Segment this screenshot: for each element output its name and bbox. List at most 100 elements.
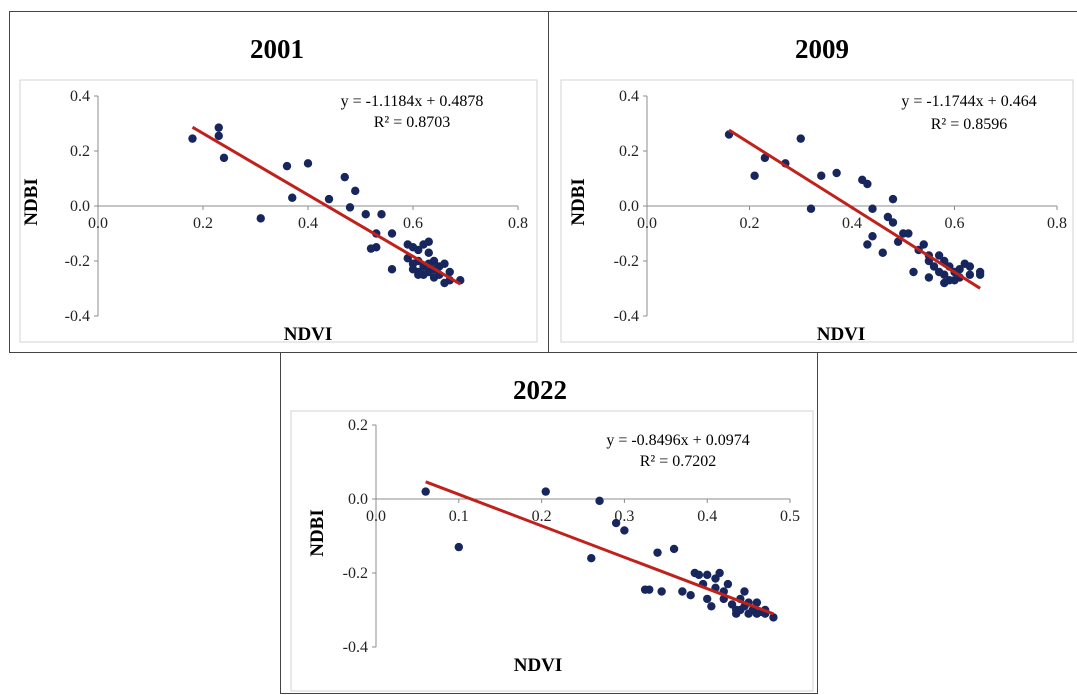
chart-title: 2009 [795,34,849,64]
data-point [324,194,334,204]
x-axis-title: NDVI [514,655,563,676]
data-point [975,270,985,279]
data-point [929,262,939,271]
x-tick-label: 0.4 [842,215,862,232]
data-point [888,194,898,204]
data-point [303,159,313,168]
data-point [645,585,654,594]
regression-equation: y = -1.1184x + 0.4878 [341,93,484,110]
data-point [653,548,662,557]
data-point [965,262,975,271]
data-point [863,240,872,249]
chart-panel-2009: 2009 -0.4 -0.2 0.0 0.2 0.4 0.0 0.2 0.4 0.6 0.8 NDBI… [548,11,1077,353]
data-point [817,171,826,180]
data-point [868,232,877,241]
chart-panel-2022: 2022 -0.4 -0.2 0.0 0.2 0.0 0.1 0.2 0.3 0.4 0.5 NDBI… [280,352,818,694]
x-tick-label: 0.4 [697,508,717,525]
data-point [832,168,841,178]
y-tick-label: -0.2 [343,565,368,582]
data-point [707,602,716,611]
x-tick-label: 0.8 [1047,215,1067,232]
regression-equation: y = -0.8496x + 0.0974 [606,432,749,449]
data-point [219,153,229,163]
data-point [351,186,360,196]
data-point [723,579,733,589]
data-point [345,203,355,212]
data-point [424,237,433,246]
y-axis-title: NDBI [307,509,328,557]
data-point [657,587,666,596]
x-axis-title: NDVI [284,324,333,345]
data-point [340,172,349,182]
regression-equation: y = -1.1744x + 0.464 [901,93,1036,110]
y-tick-label: 0.0 [348,491,368,508]
r-squared-label: R² = 0.8703 [374,114,451,131]
y-axis-title: NDBI [21,178,42,226]
x-tick-label: 0.6 [945,215,965,232]
r-squared-label: R² = 0.8596 [931,116,1008,133]
data-point [806,204,816,213]
x-tick-label: 0.6 [403,215,423,232]
data-point [454,542,463,552]
data-point [740,587,749,596]
x-tick-label: 0.1 [449,508,469,525]
x-tick-label: 0.0 [637,215,657,232]
data-point [595,496,604,506]
data-point [955,265,964,274]
data-point [377,210,386,219]
data-point [361,210,370,219]
data-point [883,212,893,222]
trendline [425,480,774,616]
x-tick-label: 0.4 [298,215,318,232]
chart-2001: 2001 -0.4 -0.2 0.0 0.2 0.4 0.0 0.2 0.4 0.6 0.8 NDBI… [19,34,538,345]
data-point [769,613,778,622]
y-tick-label: 0.2 [70,143,90,160]
data-point [214,123,223,132]
data-point [796,134,805,143]
data-point [703,594,712,604]
data-point [414,267,423,277]
x-tick-label: 0.8 [508,215,528,232]
data-point [694,570,704,580]
x-tick-label: 0.2 [193,215,213,232]
chart-panel-2001: 2001 -0.4 -0.2 0.0 0.2 0.4 0.0 0.2 0.4 0.6 0.8 NDBI… [9,11,549,353]
data-point [188,134,197,143]
y-tick-label: -0.4 [65,308,90,325]
y-tick-label: 0.2 [348,417,368,434]
data-point [282,161,292,171]
y-tick-label: 0.4 [619,88,639,105]
data-point [421,487,430,496]
data-point [703,570,712,580]
chart-title: 2001 [250,34,304,64]
y-tick-label: 0.2 [619,143,639,160]
y-axis-title: NDBI [568,178,589,226]
r-squared-label: R² = 0.7202 [640,453,717,470]
data-point [541,487,550,496]
data-point [372,243,381,252]
x-tick-label: 0.5 [780,508,800,525]
y-tick-label: -0.2 [614,253,639,270]
data-point [669,544,679,554]
data-point [678,587,687,596]
y-tick-label: -0.4 [614,308,639,325]
data-point [750,171,759,180]
x-tick-label: 0.0 [88,215,108,232]
y-tick-label: -0.2 [65,253,90,270]
data-point [611,518,621,528]
plot-area-frame [290,410,814,692]
data-point [429,256,439,266]
data-point [445,267,454,277]
data-point [888,218,898,227]
data-point [878,248,887,257]
plot-area-frame [560,79,1074,343]
data-point [440,259,449,268]
chart-2009: 2009 -0.4 -0.2 0.0 0.2 0.4 0.0 0.2 0.4 0.6 0.8 NDBI… [560,34,1074,345]
data-point [868,204,877,213]
y-tick-label: -0.4 [343,639,368,656]
data-point [387,265,397,274]
data-point [620,526,629,535]
data-point [965,270,975,279]
data-point [587,554,596,563]
data-point [715,568,724,578]
y-tick-label: 0.0 [619,198,639,215]
